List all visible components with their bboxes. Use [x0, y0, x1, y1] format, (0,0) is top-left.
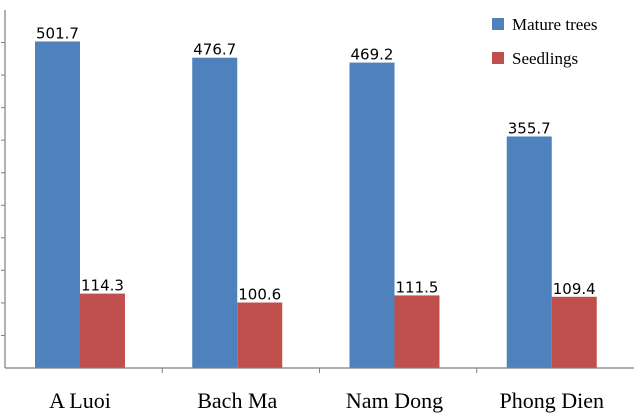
category-labels: A Luoi Bach Ma Nam Dong Phong Dien [49, 388, 604, 413]
bar-mature-3 [506, 136, 552, 368]
bar-mature-1 [192, 57, 238, 368]
bars-layer [35, 41, 597, 369]
data-label-seedlings-3: 109.4 [553, 280, 596, 298]
y-axis-ticks [1, 42, 5, 336]
data-label-seedlings-0: 114.3 [81, 277, 124, 295]
bar-mature-0 [35, 41, 80, 369]
category-label-1: Bach Ma [197, 388, 277, 413]
bar-mature-2 [349, 62, 395, 369]
data-label-seedlings-2: 111.5 [396, 278, 439, 296]
category-label-3: Phong Dien [500, 388, 605, 413]
data-label-mature-3: 355.7 [508, 119, 551, 137]
legend-swatch-mature [492, 18, 504, 30]
bar-seedlings-0 [80, 293, 125, 368]
legend-label-mature: Mature trees [512, 15, 597, 34]
bar-seedlings-1 [237, 302, 283, 368]
legend: Mature trees Seedlings [492, 15, 597, 68]
data-label-mature-1: 476.7 [193, 41, 236, 59]
bar-seedlings-3 [551, 296, 597, 368]
legend-label-seedlings: Seedlings [512, 49, 578, 68]
category-label-0: A Luoi [49, 388, 111, 413]
data-label-seedlings-1: 100.6 [238, 286, 281, 304]
data-label-mature-0: 501.7 [36, 24, 79, 42]
data-label-mature-2: 469.2 [351, 46, 394, 64]
category-label-2: Nam Dong [346, 388, 443, 413]
x-axis-ticks [161, 368, 478, 373]
bar-seedlings-2 [394, 295, 440, 368]
value-labels-layer: 501.7 114.3 476.7 100.6 469.2 111.5 355.7 109.4 [36, 24, 596, 303]
legend-swatch-seedlings [492, 52, 504, 64]
